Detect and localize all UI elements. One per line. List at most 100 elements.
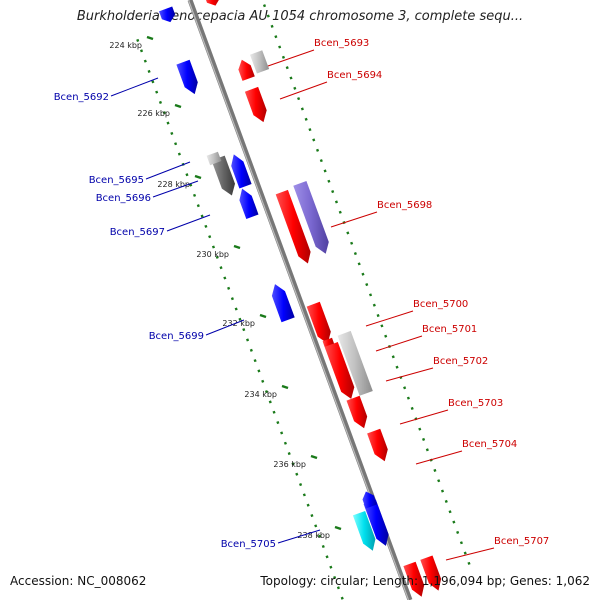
ruler-dots-left: [317, 534, 322, 538]
ruler-dots-left: [162, 111, 166, 115]
ruler-dots-right: [425, 448, 429, 452]
gene-label-bcen_5698[interactable]: Bcen_5698: [377, 200, 432, 211]
ruler-dots-left: [234, 307, 238, 311]
gene-label-bcen_5695[interactable]: Bcen_5695: [89, 175, 144, 186]
gene-label-bcen_5704[interactable]: Bcen_5704: [462, 439, 517, 450]
gene-bcen5698b-arrow[interactable]: [293, 181, 329, 254]
ruler-dots-right: [300, 107, 304, 111]
gene-label-bcen_5697[interactable]: Bcen_5697: [110, 227, 165, 238]
tick-label: 238 kbp: [297, 531, 330, 540]
tick-label: 236 kbp: [273, 460, 306, 469]
gene-bcen5703-arrow[interactable]: [346, 395, 368, 429]
gene-bcen5707b-arrow[interactable]: [420, 555, 442, 591]
ruler-dots-right: [278, 45, 282, 49]
gene-label-bcen_5705[interactable]: Bcen_5705: [221, 539, 276, 550]
ruler-dots-left: [257, 369, 261, 373]
gene-label-bcen_5696[interactable]: Bcen_5696: [96, 193, 151, 204]
gene-features: [159, 0, 442, 597]
ruler-dots-right: [304, 117, 308, 121]
ruler-dots-left: [280, 431, 284, 435]
ruler-dots-left: [192, 193, 197, 197]
gene-bcen5693b-arrow[interactable]: [250, 50, 270, 74]
ruler-dots-left: [249, 348, 253, 352]
label-leader: [365, 310, 414, 327]
gene-bcen5694-arrow[interactable]: [244, 86, 267, 123]
ruler-dots-right: [312, 138, 316, 142]
gene-labels: Bcen_5693 Bcen_5694 Bcen_5698 Bcen_5700 Bcen…: [54, 38, 549, 561]
gene-label-bcen_5702[interactable]: Bcen_5702: [433, 356, 488, 367]
ruler-dots-left: [242, 328, 246, 332]
gene-top-blue-arrow[interactable]: [159, 6, 176, 23]
gene-bcen5696-arrow[interactable]: [231, 154, 252, 189]
ruler-dots-right: [365, 283, 369, 287]
tick-label: 228 kbp: [157, 180, 190, 189]
topology-text: Topology: circular; Length: 1,196,094 bp…: [260, 574, 590, 588]
gene-label-bcen_5701[interactable]: Bcen_5701: [422, 324, 477, 335]
label-leader: [152, 180, 199, 198]
ruler-dots-left: [185, 173, 189, 177]
ruler-dots-left: [268, 400, 272, 404]
tick-label: 226 kbp: [137, 109, 170, 118]
label-leader: [385, 367, 434, 382]
gene-bcen5692-arrow[interactable]: [176, 59, 198, 95]
ruler-dots-left: [211, 245, 216, 249]
ruler-dots-right: [266, 14, 270, 18]
gene-bcen5695-arrow[interactable]: [211, 155, 236, 196]
ruler-dots-right: [444, 499, 448, 503]
gene-bcen5704-arrow[interactable]: [367, 428, 388, 462]
ruler-dots-left: [223, 276, 227, 280]
gene-label-bcen_5699[interactable]: Bcen_5699: [149, 331, 204, 342]
ruler-dots-left: [136, 38, 140, 43]
gene-bcen5697-arrow[interactable]: [239, 188, 259, 219]
gene-bcen5707-arrow[interactable]: [403, 561, 425, 597]
ruler-dots-right: [380, 324, 384, 328]
gene-label-bcen_5703[interactable]: Bcen_5703: [448, 398, 503, 409]
ruler-dots-left: [299, 483, 303, 487]
gene-bcen5700-arrow[interactable]: [306, 301, 331, 344]
ruler-dots-right: [281, 55, 285, 59]
ruler-dots-right: [327, 179, 331, 183]
tick-mark: [334, 525, 342, 531]
ruler-dots-right: [456, 530, 460, 534]
label-leader: [445, 547, 495, 561]
gene-top-red-arrow[interactable]: [204, 0, 220, 6]
ruler-dots-left: [166, 121, 170, 125]
gene-bcen5699-arrow[interactable]: [271, 284, 295, 323]
gene-label-bcen_5694[interactable]: Bcen_5694: [327, 70, 382, 81]
ruler-dots-right: [452, 520, 456, 524]
ruler-dots-left: [170, 131, 174, 135]
gene-label-bcen_5700[interactable]: Bcen_5700: [413, 299, 468, 310]
gene-bcen5695b-arrow[interactable]: [206, 151, 222, 166]
ruler-dots-right: [334, 200, 339, 204]
ruler-dots-right: [448, 510, 452, 514]
ruler-dots-left: [291, 462, 295, 466]
gene-label-bcen_5692[interactable]: Bcen_5692: [54, 92, 109, 103]
tick-label: 232 kbp: [222, 319, 255, 328]
gene-bcen5705c-arrow[interactable]: [362, 491, 378, 509]
gene-bcen5693-arrow[interactable]: [238, 59, 255, 81]
ruler-dots-right: [285, 66, 289, 70]
ruler-dots-right: [297, 97, 301, 101]
label-leader: [330, 211, 378, 228]
gene-bcen5702-arrow[interactable]: [324, 342, 355, 399]
gene-label-bcen_5693[interactable]: Bcen_5693: [314, 38, 369, 49]
ruler-dots-right: [437, 479, 441, 483]
ruler-dots-right: [422, 437, 426, 441]
label-leader: [110, 77, 159, 97]
gene-bcen5705b-arrow[interactable]: [363, 499, 389, 546]
gene-bcen5702b-arrow[interactable]: [337, 330, 373, 396]
ruler-dots-left: [276, 421, 280, 425]
gene-bcen5705-arrow[interactable]: [352, 511, 376, 551]
ruler-dots-right: [433, 468, 437, 472]
ruler-dots-left: [329, 565, 333, 569]
ruler-dots-left: [196, 204, 200, 208]
tick-mark: [233, 244, 241, 250]
ruler-dots-left: [336, 586, 340, 590]
ruler-dots-left: [155, 90, 159, 94]
ruler-dots-right: [369, 293, 373, 297]
gene-bcen5698-arrow[interactable]: [275, 189, 311, 264]
gene-label-bcen_5707[interactable]: Bcen_5707: [494, 536, 549, 547]
tick-mark: [259, 313, 267, 319]
tick-marks: 224 kbp 226 kbp 228 kbp 230 kbp 232 kbp 234 k…: [109, 4, 471, 600]
